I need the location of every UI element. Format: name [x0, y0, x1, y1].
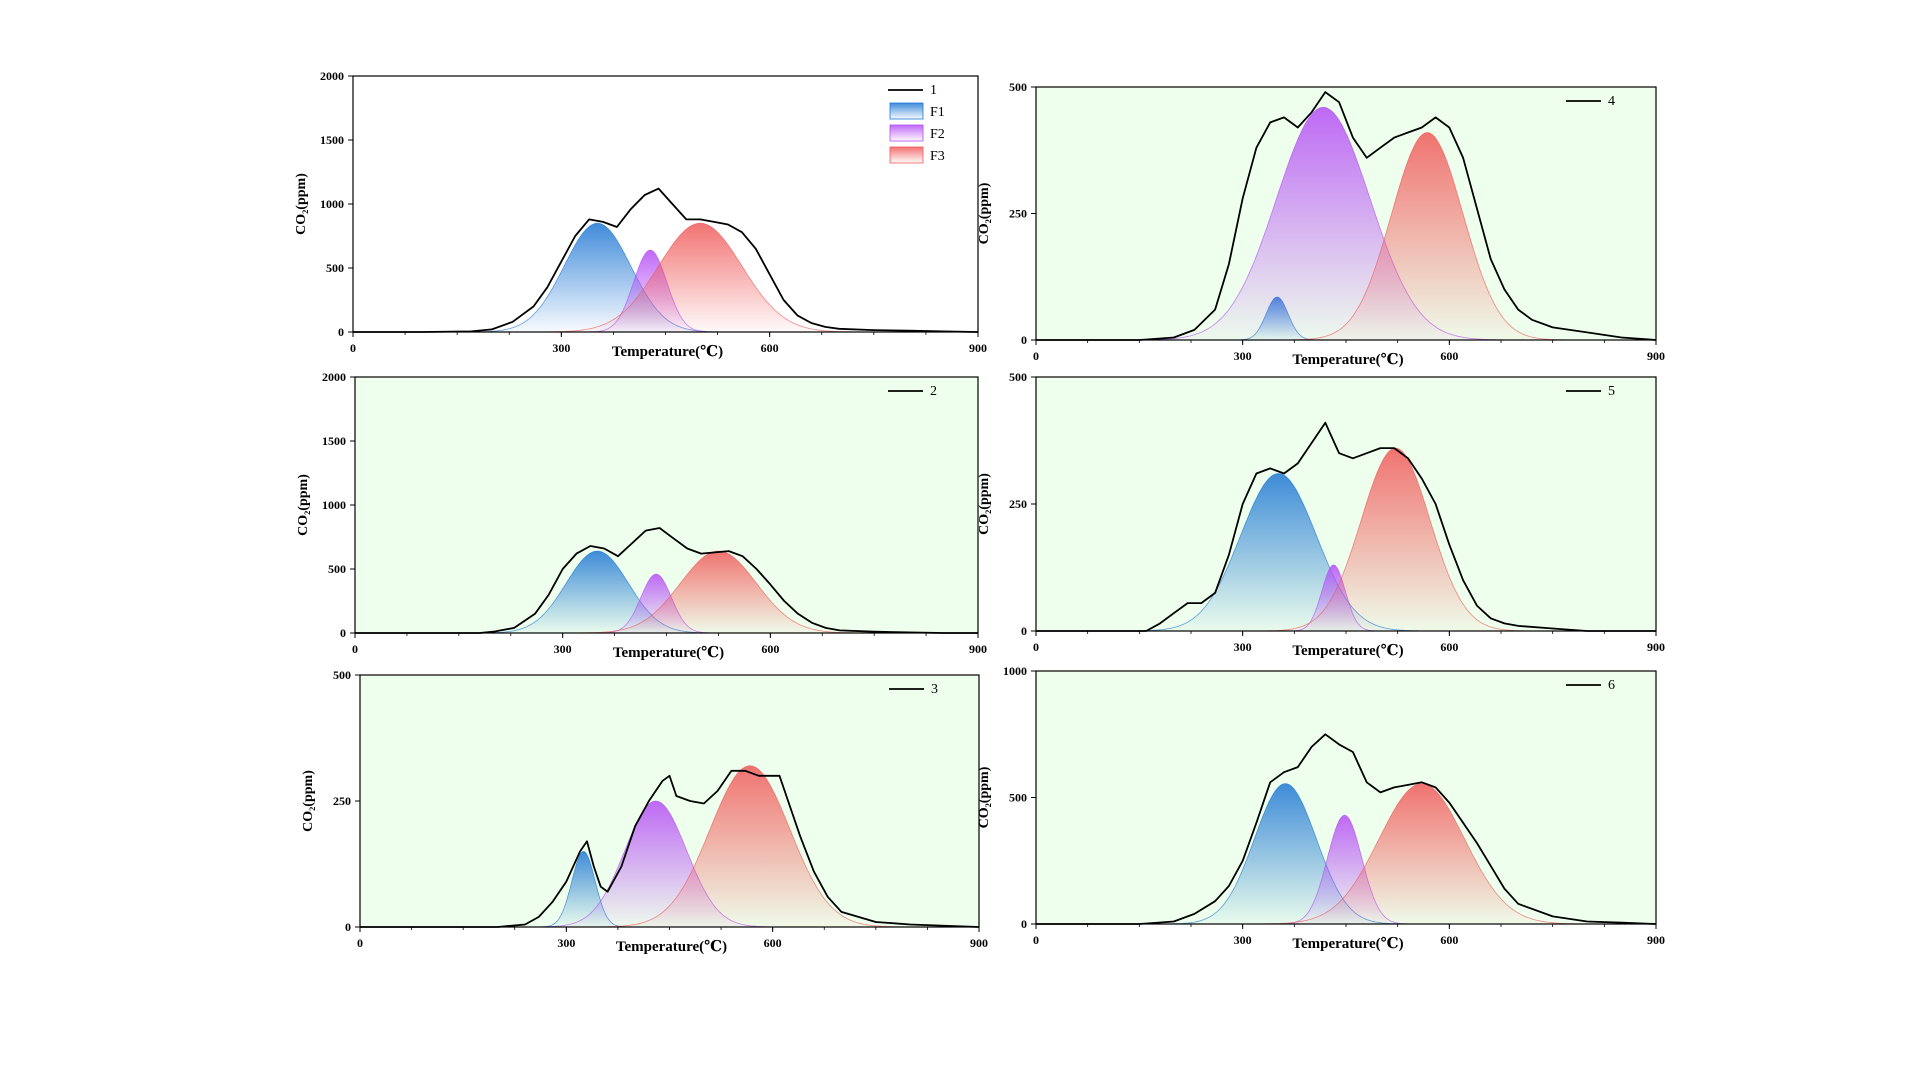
x-tick-label: 0	[352, 642, 358, 656]
panel-2: 0 300 600 900 0 500 1000 1500 2000 Temperature(℃)…	[296, 370, 987, 661]
y-tick-label: 500	[1009, 370, 1027, 384]
x-tick-label: 300	[1234, 640, 1252, 654]
panel-5: 0 300 600 900 0 250 500 Temperature(℃) CO₂(ppm) 5	[977, 370, 1665, 659]
peak-f3	[589, 765, 911, 928]
x-tick-label: 300	[557, 936, 575, 950]
x-tick-label: 600	[761, 642, 779, 656]
legend-label-1: 1	[930, 83, 937, 98]
x-axis-label: Temperature(℃)	[612, 344, 723, 360]
x-tick-label: 900	[969, 642, 987, 656]
x-tick-label: 900	[1647, 640, 1665, 654]
y-tick-label: 250	[333, 794, 351, 808]
measured-curve-4	[1036, 91, 1657, 341]
panel-6: 0 300 600 900 0 500 1000 Temperature(℃) CO₂(ppm)…	[977, 664, 1665, 952]
x-axis-label: Temperature(℃)	[616, 939, 727, 955]
x-axis-label: Temperature(℃)	[1292, 352, 1403, 368]
peak-f3	[533, 222, 867, 333]
y-tick-label: 0	[1021, 917, 1027, 931]
x-axis-label: Temperature(℃)	[1292, 936, 1403, 952]
x-tick-label: 600	[761, 341, 779, 355]
y-axis-label: CO₂(ppm)	[301, 770, 316, 832]
x-tick-label: 300	[1234, 933, 1252, 947]
y-tick-label: 1000	[1003, 664, 1027, 678]
peak-f3	[1283, 132, 1572, 341]
legend-swatch-f3	[889, 146, 924, 164]
x-tick-label: 0	[350, 341, 356, 355]
x-tick-label: 600	[1440, 933, 1458, 947]
y-tick-label: 250	[1009, 207, 1027, 221]
y-tick-label: 1000	[320, 197, 344, 211]
measured-curve-5	[1036, 421, 1656, 632]
legend-label-f3: F3	[930, 149, 945, 164]
y-axis-label: CO₂(ppm)	[977, 766, 992, 828]
measured-curve-3	[360, 769, 980, 928]
x-axis-label: Temperature(℃)	[1292, 643, 1403, 659]
y-tick-label: 500	[326, 261, 344, 275]
measured-curve-1	[353, 187, 979, 333]
measured-curve-6	[1036, 733, 1657, 925]
legend-swatch-f1	[889, 102, 924, 120]
x-tick-label: 0	[357, 936, 363, 950]
y-tick-label: 500	[328, 562, 346, 576]
legend-label-3: 3	[931, 682, 938, 697]
x-tick-label: 0	[1033, 640, 1039, 654]
y-tick-label: 500	[1009, 791, 1027, 805]
x-tick-label: 300	[1234, 349, 1252, 363]
x-tick-label: 300	[552, 341, 570, 355]
x-tick-label: 600	[764, 936, 782, 950]
y-tick-label: 250	[1009, 497, 1027, 511]
panel-4: 0 300 600 900 0 250 500 Temperature(℃) CO₂(ppm) 4	[977, 80, 1665, 368]
y-tick-label: 1500	[320, 133, 344, 147]
y-tick-label: 0	[338, 325, 344, 339]
x-tick-label: 0	[1033, 933, 1039, 947]
legend-label-f2: F2	[930, 127, 945, 142]
y-tick-label: 1000	[322, 498, 346, 512]
legend-label-2: 2	[930, 384, 937, 399]
y-tick-label: 0	[340, 626, 346, 640]
panel-1: 0 300 600 900 0 500 1000 1500 2000 Temperature(℃)…	[294, 69, 987, 360]
measured-curve-2	[355, 527, 978, 634]
y-axis-label: CO₂(ppm)	[296, 474, 311, 536]
y-tick-label: 500	[1009, 80, 1027, 94]
x-tick-label: 900	[1647, 349, 1665, 363]
legend-swatch-f2	[889, 124, 924, 142]
x-tick-label: 0	[1033, 349, 1039, 363]
y-tick-label: 1500	[322, 434, 346, 448]
peak-f3	[1257, 447, 1534, 632]
y-tick-label: 500	[333, 668, 351, 682]
x-tick-label: 300	[554, 642, 572, 656]
legend-label-4: 4	[1608, 94, 1615, 109]
legend-label-6: 6	[1608, 678, 1615, 693]
y-axis-label: CO₂(ppm)	[294, 173, 309, 235]
legend-label-5: 5	[1608, 384, 1615, 399]
x-tick-label: 600	[1440, 640, 1458, 654]
x-tick-label: 600	[1440, 349, 1458, 363]
y-tick-label: 2000	[320, 69, 344, 83]
y-tick-label: 2000	[322, 370, 346, 384]
x-tick-label: 900	[970, 936, 988, 950]
y-tick-label: 0	[345, 920, 351, 934]
y-axis-label: CO₂(ppm)	[977, 182, 992, 244]
y-axis-label: CO₂(ppm)	[977, 473, 992, 535]
y-tick-label: 0	[1021, 624, 1027, 638]
x-tick-label: 900	[969, 341, 987, 355]
legend-label-f1: F1	[930, 105, 945, 120]
panel-3: 0 300 600 900 0 250 500 Temperature(℃) CO₂(ppm) 3	[301, 668, 988, 955]
x-tick-label: 900	[1647, 933, 1665, 947]
x-axis-label: Temperature(℃)	[613, 645, 724, 661]
y-tick-label: 0	[1021, 333, 1027, 347]
